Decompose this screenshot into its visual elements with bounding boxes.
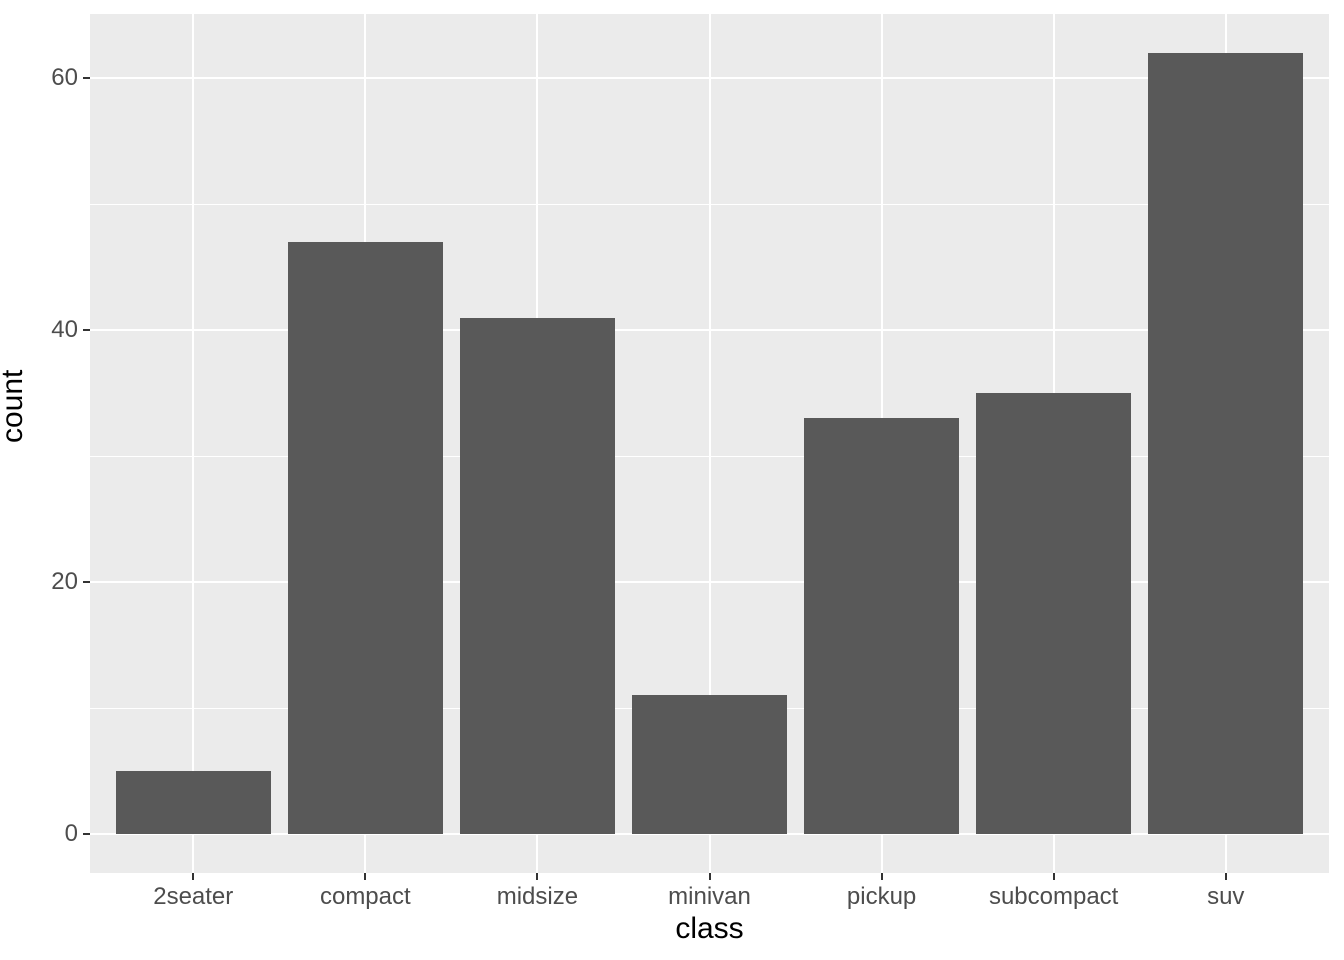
y-tick-label: 40 — [51, 316, 78, 344]
x-tick-mark — [364, 873, 367, 880]
bar-compact — [287, 241, 443, 834]
y-tick-mark — [83, 832, 90, 835]
plot-panel — [90, 14, 1329, 873]
x-tick-mark — [880, 873, 883, 880]
x-tick-mark — [1052, 873, 1055, 880]
y-tick-mark — [83, 77, 90, 80]
x-tick-mark — [536, 873, 539, 880]
x-tick-label-midsize: midsize — [496, 883, 579, 910]
major-gridline-vertical — [192, 14, 195, 873]
y-axis-title: count — [0, 369, 29, 443]
bar-2seater — [115, 770, 271, 834]
bar-midsize — [459, 317, 615, 834]
x-tick-label-compact: compact — [319, 883, 411, 910]
y-tick-label: 60 — [51, 64, 78, 92]
x-tick-mark — [708, 873, 711, 880]
x-tick-label-suv: suv — [1207, 883, 1245, 910]
bar-pickup — [804, 418, 960, 834]
y-tick-mark — [83, 581, 90, 584]
x-tick-mark — [1224, 873, 1227, 880]
y-tick-label: 20 — [51, 568, 78, 596]
x-tick-label-subcompact: subcompact — [988, 883, 1119, 910]
bar-minivan — [632, 695, 787, 834]
x-tick-mark — [192, 873, 195, 880]
y-tick-mark — [83, 329, 90, 332]
x-axis-title: class — [675, 912, 744, 945]
bar-subcompact — [976, 393, 1132, 834]
major-gridline-vertical — [708, 14, 711, 873]
y-tick-label: 0 — [64, 819, 78, 847]
x-tick-label-minivan: minivan — [668, 883, 751, 910]
x-tick-label-2seater: 2seater — [153, 883, 234, 910]
x-tick-label-pickup: pickup — [846, 883, 917, 910]
bar-suv — [1148, 53, 1304, 834]
